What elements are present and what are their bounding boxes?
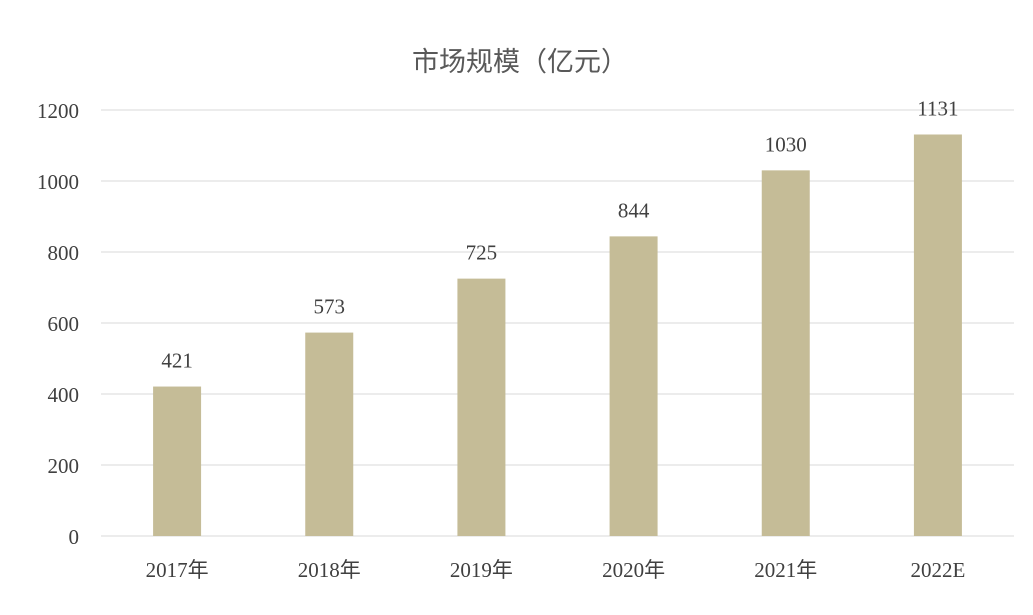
data-labels: 421 573 725 844 1030 1131 (161, 96, 958, 372)
bar (609, 236, 658, 536)
x-tick-label: 2018年 (298, 558, 361, 582)
chart-title: 市场规模（亿元） (412, 47, 628, 77)
x-tick-label: 2020年 (602, 558, 665, 582)
x-tick-label: 2017年 (146, 558, 209, 582)
data-label: 1030 (765, 132, 807, 156)
data-label: 844 (618, 198, 650, 222)
y-tick-label: 800 (48, 241, 80, 265)
bar (913, 134, 962, 536)
data-label: 421 (161, 349, 193, 373)
data-label: 1131 (917, 96, 958, 120)
y-tick-label: 1200 (37, 99, 79, 123)
y-axis-tick-labels: 0 200 400 600 800 1000 1200 (37, 99, 79, 549)
x-axis-tick-labels: 2017年 2018年 2019年 2020年 2021年 2022E (146, 558, 966, 582)
x-tick-label: 2021年 (754, 558, 817, 582)
y-tick-label: 400 (48, 383, 80, 407)
y-tick-label: 200 (48, 454, 80, 478)
bar (305, 332, 354, 536)
data-label: 573 (314, 295, 346, 319)
gridlines (101, 109, 1014, 537)
bar (153, 386, 202, 536)
bars (153, 134, 962, 536)
bar (761, 170, 810, 536)
y-tick-label: 600 (48, 312, 80, 336)
data-label: 725 (466, 241, 498, 265)
x-tick-label: 2019年 (450, 558, 513, 582)
bar (457, 278, 506, 536)
x-tick-label: 2022E (911, 558, 966, 582)
y-tick-label: 1000 (37, 170, 79, 194)
y-tick-label: 0 (69, 525, 80, 549)
